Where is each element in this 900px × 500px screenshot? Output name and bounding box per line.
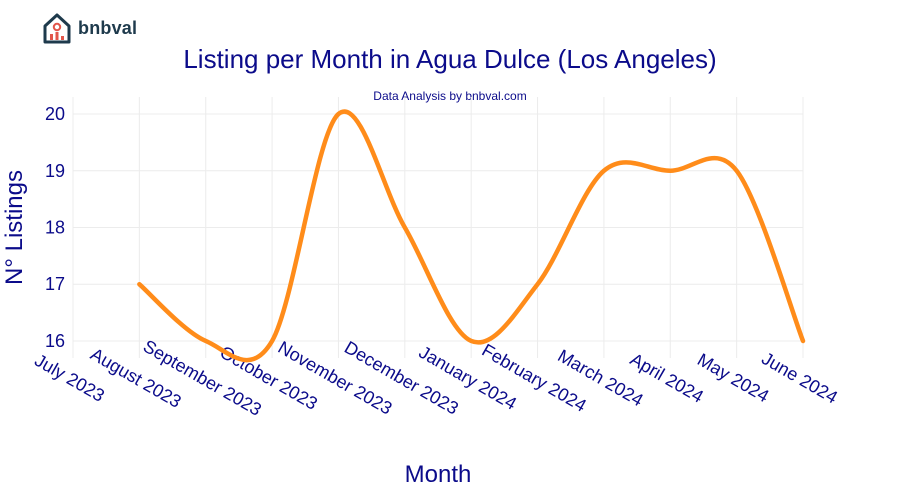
y-tick-label: 17 (45, 274, 65, 294)
x-tick-label: June 2024 (758, 348, 841, 407)
series-line (137, 109, 806, 363)
x-tick-label: September 2023 (140, 336, 265, 420)
x-tick-label: May 2024 (694, 349, 772, 406)
x-axis-title: Month (405, 461, 472, 488)
brand-logo: bnbval (42, 12, 137, 44)
y-tick-label: 20 (45, 104, 65, 124)
y-tick-label: 16 (45, 331, 65, 351)
x-tick-label: December 2023 (341, 337, 462, 418)
house-chart-icon (43, 13, 71, 44)
y-axis-title: N° Listings (1, 170, 28, 285)
y-tick-label: 18 (45, 218, 65, 238)
chart-subtitle: Data Analysis by bnbval.com (373, 89, 527, 103)
x-tick-label: November 2023 (275, 337, 396, 418)
brand-name: bnbval (78, 17, 138, 38)
chart-title: Listing per Month in Agua Dulce (Los Ang… (183, 44, 717, 74)
y-tick-label: 19 (45, 161, 65, 181)
